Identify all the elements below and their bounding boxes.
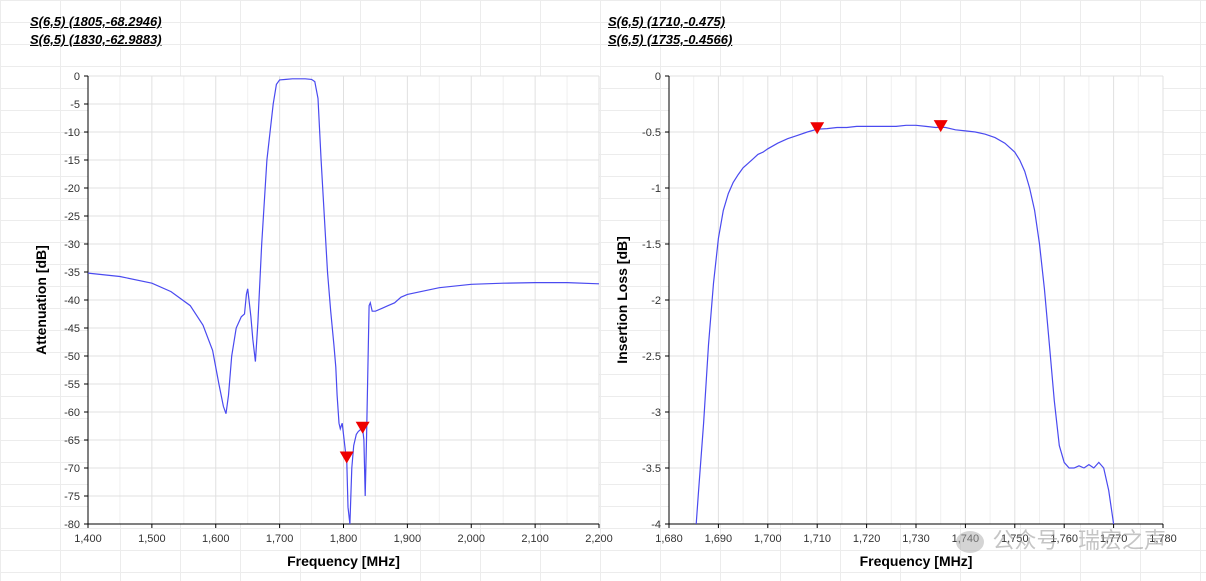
y-tick-label: -1 <box>651 183 661 195</box>
y-axis-title: Attenuation [dB] <box>33 245 49 355</box>
insertion-loss-chart: 1,6801,6901,7001,7101,7201,7301,7401,750… <box>614 71 1177 569</box>
x-tick-label: 1,400 <box>74 533 102 545</box>
x-tick-label: 2,200 <box>585 533 613 545</box>
y-tick-label: -5 <box>70 99 80 111</box>
x-tick-label: 1,690 <box>705 533 733 545</box>
y-axis-title: Insertion Loss [dB] <box>614 236 630 364</box>
x-tick-label: 1,700 <box>754 533 782 545</box>
y-tick-label: -80 <box>64 519 80 531</box>
x-tick-label: 1,800 <box>330 533 358 545</box>
y-tick-label: -25 <box>64 211 80 223</box>
x-axis-title: Frequency [MHz] <box>287 553 400 569</box>
wechat-logo-icon <box>956 531 985 554</box>
marker-triangle <box>810 122 825 135</box>
x-tick-label: 1,500 <box>138 533 166 545</box>
marker-readout-2: S(6,5) (1735,-0.4566) <box>608 32 733 47</box>
x-axis-title: Frequency [MHz] <box>860 553 973 569</box>
marker-readout: S(6,5) (1805,-68.2946) S(6,5) (1830,-62.… <box>30 13 162 49</box>
y-tick-label: -4 <box>651 519 661 531</box>
x-tick-label: 1,780 <box>1149 533 1177 545</box>
x-tick-label: 1,600 <box>202 533 230 545</box>
y-tick-label: -0.5 <box>642 127 661 139</box>
y-tick-label: -3.5 <box>642 463 661 475</box>
series-line <box>695 124 1115 525</box>
x-tick-label: 1,720 <box>853 533 881 545</box>
y-tick-label: -70 <box>64 463 80 475</box>
insertion-loss-panel: S(6,5) (1710,-0.475) S(6,5) (1735,-0.456… <box>603 0 1206 581</box>
x-tick-label: 2,100 <box>521 533 549 545</box>
y-tick-label: -50 <box>64 351 80 363</box>
y-tick-label: -3 <box>651 407 661 419</box>
y-tick-label: 0 <box>655 71 661 83</box>
y-tick-label: -20 <box>64 183 80 195</box>
marker-triangle <box>933 120 948 133</box>
x-tick-label: 1,700 <box>266 533 294 545</box>
y-tick-label: -1.5 <box>642 239 661 251</box>
series-line <box>88 78 599 525</box>
marker-readout-1: S(6,5) (1710,-0.475) <box>608 14 726 29</box>
x-tick-label: 1,730 <box>902 533 930 545</box>
x-tick-label: 1,710 <box>803 533 831 545</box>
marker-readout: S(6,5) (1710,-0.475) S(6,5) (1735,-0.456… <box>608 13 732 49</box>
marker-readout-2: S(6,5) (1830,-62.9883) <box>30 32 162 47</box>
x-tick-label: 1,760 <box>1050 533 1078 545</box>
x-tick-label: 1,750 <box>1001 533 1029 545</box>
y-tick-label: -55 <box>64 379 80 391</box>
y-tick-label: -45 <box>64 323 80 335</box>
marker-triangle <box>339 451 354 464</box>
y-tick-label: -30 <box>64 239 80 251</box>
attenuation-chart: 1,400 1,500 1,600 1,700 1,800 1,900 2,000 2,100… <box>33 71 613 569</box>
y-tick-label: -2 <box>651 295 661 307</box>
y-tick-label: -65 <box>64 435 80 447</box>
y-tick-label: -15 <box>64 155 80 167</box>
watermark: 公众号 · 瑞宏之声 <box>956 523 1166 555</box>
x-tick-label: 1,900 <box>394 533 422 545</box>
y-tick-label: -35 <box>64 267 80 279</box>
y-tick-label: -75 <box>64 491 80 503</box>
x-tick-label: 1,680 <box>655 533 683 545</box>
y-tick-label: 0 <box>74 71 80 83</box>
marker-readout-1: S(6,5) (1805,-68.2946) <box>30 14 162 29</box>
watermark-text: 公众号 · 瑞宏之声 <box>992 528 1166 553</box>
y-tick-label: -10 <box>64 127 80 139</box>
y-tick-label: -2.5 <box>642 351 661 363</box>
x-tick-label: 2,000 <box>457 533 485 545</box>
attenuation-panel: S(6,5) (1805,-68.2946) S(6,5) (1830,-62.… <box>30 13 613 569</box>
y-tick-label: -60 <box>64 407 80 419</box>
x-tick-label: 1,770 <box>1100 533 1128 545</box>
y-tick-label: -40 <box>64 295 80 307</box>
marker-triangle <box>355 421 370 434</box>
